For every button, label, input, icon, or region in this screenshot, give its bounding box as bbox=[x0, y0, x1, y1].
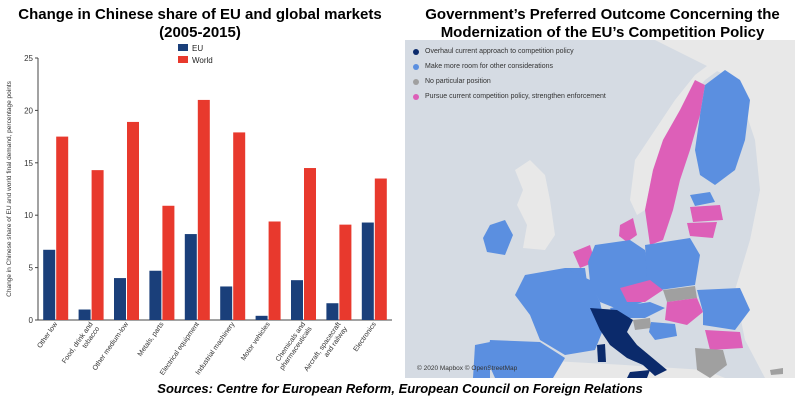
bar-eu bbox=[220, 286, 233, 320]
bar-chart: 0 5 10 15 20 25 Change in Chinese share of EU … bbox=[6, 44, 392, 377]
y-tick-label: 20 bbox=[24, 106, 33, 115]
map-austria bbox=[610, 302, 665, 318]
map-hungary bbox=[665, 298, 703, 325]
bar-eu bbox=[255, 315, 268, 320]
x-tick-label: Metals, parts bbox=[137, 321, 166, 358]
map-denmark bbox=[619, 218, 637, 242]
legend-swatch-world bbox=[178, 56, 188, 63]
x-tick-label-line: Motor vehicles bbox=[240, 321, 272, 362]
map-bulgaria bbox=[705, 330, 743, 350]
x-tick-label: Electrical equipment bbox=[159, 321, 201, 377]
bar-eu bbox=[326, 303, 339, 320]
map-cyprus bbox=[770, 368, 783, 375]
map-slovakia bbox=[663, 286, 697, 302]
map-uk bbox=[515, 160, 555, 250]
y-tick-label: 15 bbox=[24, 159, 33, 168]
x-tick-label: Motor vehicles bbox=[240, 321, 272, 362]
bar-world bbox=[91, 170, 104, 320]
map-ireland bbox=[483, 220, 513, 255]
legend-dot-overhaul bbox=[413, 48, 419, 55]
chart-title-line2: (2005-2015) bbox=[159, 24, 241, 41]
legend-item-overhaul: Overhaul current approach to competition… bbox=[413, 46, 606, 57]
legend-dot-pursue bbox=[413, 93, 419, 100]
map-title-line1: Government’s Preferred Outcome Concernin… bbox=[425, 6, 780, 23]
legend-dot-more-room bbox=[413, 63, 419, 70]
legend-label-world: World bbox=[192, 56, 213, 65]
legend-item-more-room: Make more room for other considerations bbox=[413, 61, 606, 72]
legend-dot-no-position bbox=[413, 78, 419, 85]
legend-swatch-eu bbox=[178, 44, 188, 51]
map-title: Government’s Preferred Outcome Concernin… bbox=[405, 6, 800, 42]
legend-label-eu: EU bbox=[192, 44, 203, 53]
bar-eu bbox=[149, 270, 162, 320]
map-estonia bbox=[690, 192, 715, 206]
map-latvia bbox=[690, 205, 723, 222]
x-tick-label: Other low bbox=[36, 320, 59, 349]
bar-eu bbox=[114, 278, 126, 320]
y-tick-label: 10 bbox=[24, 211, 33, 220]
map-norway bbox=[630, 58, 735, 215]
legend-label: No particular position bbox=[425, 78, 491, 85]
map-greece bbox=[695, 348, 727, 378]
bar-world bbox=[197, 99, 210, 320]
map-finland bbox=[695, 70, 750, 185]
map-romania bbox=[697, 288, 750, 330]
map-sweden bbox=[645, 80, 705, 245]
x-tick-label-line: Electrical equipment bbox=[159, 321, 201, 377]
map-title-line2: Modernization of the EU’s Competition Po… bbox=[440, 24, 765, 41]
x-tick-label-line: Other low bbox=[36, 320, 59, 349]
map-italy bbox=[590, 308, 667, 376]
x-tick-label-line: Electronics bbox=[353, 321, 379, 353]
bar-world bbox=[268, 221, 281, 320]
y-tick-label: 25 bbox=[24, 54, 33, 63]
europe-map: Overhaul current approach to competition… bbox=[405, 40, 795, 378]
bar-world bbox=[127, 121, 139, 320]
x-tick-label-line: Metals, parts bbox=[137, 321, 166, 358]
y-tick-label: 5 bbox=[29, 264, 34, 273]
legend-label: Make more room for other considerations bbox=[425, 63, 553, 70]
legend-item-pursue: Pursue current competition policy, stren… bbox=[413, 91, 606, 102]
map-legend: Overhaul current approach to competition… bbox=[413, 46, 606, 106]
map-czechia bbox=[620, 280, 663, 302]
bar-eu bbox=[78, 309, 91, 320]
bar-world bbox=[233, 132, 246, 320]
map-croatia bbox=[649, 322, 677, 340]
bar-world bbox=[374, 178, 387, 320]
legend-item-no-position: No particular position bbox=[413, 76, 606, 87]
legend-label: Pursue current competition policy, stren… bbox=[425, 93, 606, 100]
bar-eu bbox=[291, 280, 303, 320]
bar-eu bbox=[184, 234, 197, 320]
map-slovenia bbox=[633, 318, 651, 330]
y-tick-label: 0 bbox=[29, 316, 34, 325]
map-panel: Government’s Preferred Outcome Concernin… bbox=[405, 0, 800, 380]
x-tick-label-line: Industrial machinery bbox=[195, 321, 237, 377]
europe-map-graphic bbox=[473, 40, 795, 378]
bar-world bbox=[304, 168, 316, 320]
legend-label: Overhaul current approach to competition… bbox=[425, 48, 574, 55]
chart-title-line1: Change in Chinese share of EU and global… bbox=[18, 6, 382, 23]
map-sicily bbox=[627, 370, 650, 378]
bar-world bbox=[56, 136, 69, 320]
map-poland bbox=[645, 238, 700, 290]
sources-caption: Sources: Centre for European Reform, Eur… bbox=[157, 381, 643, 396]
map-land-background bbox=[655, 40, 795, 378]
map-lithuania bbox=[687, 222, 717, 238]
bar-world bbox=[339, 224, 352, 320]
map-france bbox=[515, 268, 605, 355]
chart-title: Change in Chinese share of EU and global… bbox=[0, 6, 400, 42]
bar-eu bbox=[43, 249, 56, 320]
y-axis-label: Change in Chinese share of EU and world … bbox=[6, 80, 13, 296]
x-tick-label: Electronics bbox=[353, 321, 379, 353]
x-tick-label: Industrial machinery bbox=[195, 321, 237, 377]
map-sardinia bbox=[597, 344, 606, 362]
map-portugal bbox=[473, 342, 490, 378]
map-attribution: © 2020 Mapbox © OpenStreetMap bbox=[417, 365, 518, 372]
map-spain bbox=[487, 340, 565, 378]
bar-eu bbox=[361, 222, 374, 320]
bar-world bbox=[162, 205, 175, 320]
chart-panel: Change in Chinese share of EU and global… bbox=[0, 0, 400, 380]
